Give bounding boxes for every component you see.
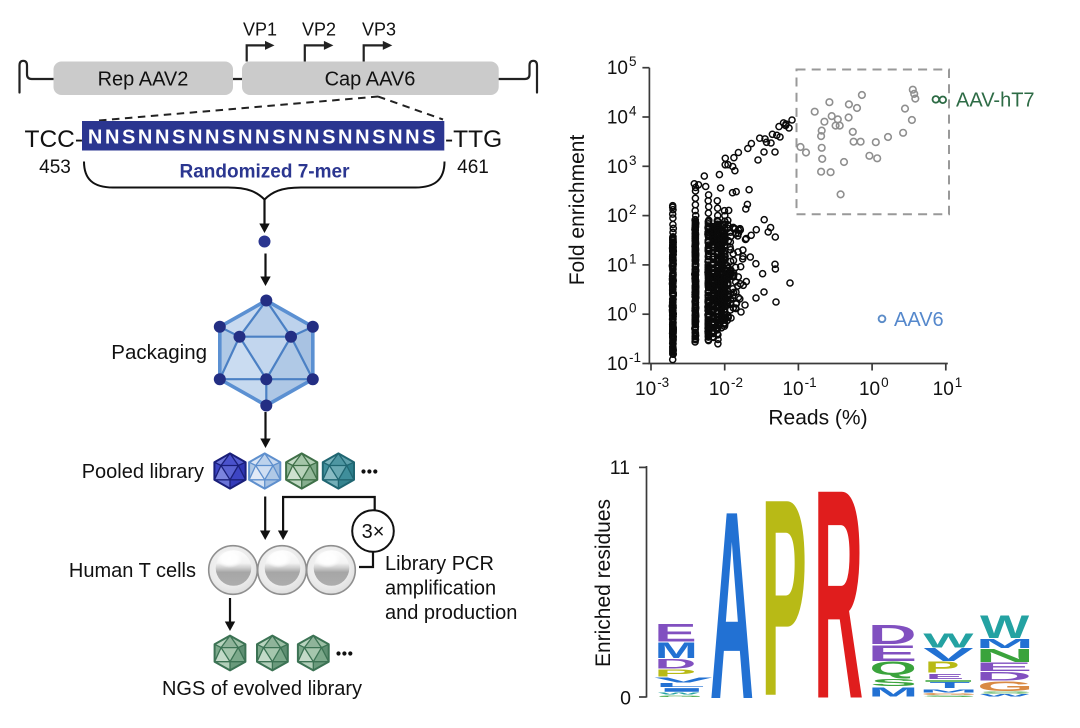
svg-text:Rep AAV2: Rep AAV2 [98,69,189,91]
svg-text:0: 0 [629,301,637,316]
svg-text:1: 1 [955,375,963,390]
svg-text:10: 10 [635,379,656,400]
svg-text:D: D [655,656,697,671]
svg-text:V: V [923,644,974,664]
svg-text:Cap AAV6: Cap AAV6 [325,69,416,91]
svg-text:E: E [654,619,697,647]
svg-text:W: W [658,692,700,695]
svg-text:-TTG: -TTG [445,126,502,153]
svg-text:VP2: VP2 [302,20,336,40]
svg-text:D: D [868,619,917,651]
svg-text:0: 0 [881,375,889,390]
svg-text:3×: 3× [362,521,385,543]
svg-text:453: 453 [39,157,71,178]
svg-text:P: P [925,659,960,677]
svg-text:NGS of evolved library: NGS of evolved library [162,678,362,700]
svg-text:M: M [868,685,918,700]
svg-text:10: 10 [607,354,628,375]
svg-text:T: T [929,681,970,690]
svg-text:M: M [976,636,1034,651]
svg-text:S: S [922,695,977,697]
svg-text:4: 4 [629,104,637,119]
svg-text:Q: Q [870,658,917,678]
svg-text:and production: and production [385,602,517,624]
svg-text:10: 10 [607,255,628,276]
svg-text:W: W [980,694,1029,698]
svg-text:P: P [761,442,807,723]
svg-text:10: 10 [933,379,954,400]
svg-text:0: 0 [620,688,631,710]
svg-text:461: 461 [457,157,489,178]
svg-text:amplification: amplification [385,578,496,600]
svg-text:R: R [814,427,864,723]
svg-text:10: 10 [607,58,628,79]
svg-text:G: G [920,693,978,696]
svg-text:I: I [649,687,715,693]
svg-text:M: M [919,688,978,693]
svg-text:E: E [926,672,965,681]
svg-text:I: I [904,680,992,682]
svg-text:VP3: VP3 [362,20,396,40]
svg-text:Packaging: Packaging [111,341,207,364]
svg-text:2: 2 [629,202,637,217]
svg-text:TCC-: TCC- [25,126,84,153]
svg-text:10: 10 [859,379,880,400]
svg-text:P: P [654,668,696,679]
svg-text:-1: -1 [629,350,641,365]
svg-text:M: M [655,638,698,663]
svg-text:E: E [867,640,917,665]
svg-text:10: 10 [607,157,628,178]
svg-text:10: 10 [782,379,803,400]
svg-text:Library PCR: Library PCR [385,553,494,575]
svg-text:G: G [977,679,1034,694]
svg-text:10: 10 [709,379,730,400]
svg-text:10: 10 [607,108,628,129]
svg-text:5: 5 [629,54,637,69]
svg-text:E: E [975,661,1033,674]
svg-text:V: V [654,676,713,684]
svg-text:-2: -2 [731,375,743,390]
svg-text:AAV-hT7: AAV-hT7 [956,90,1035,112]
svg-text:Human T cells: Human T cells [69,560,196,582]
svg-text:S: S [871,677,917,688]
svg-text:Fold enrichment: Fold enrichment [566,135,589,286]
svg-text:Pooled library: Pooled library [82,461,204,483]
svg-text:G: G [657,695,704,697]
svg-text:-1: -1 [805,375,817,390]
svg-text:NNSNNSNNSNNSNNSNNSNNS: NNSNNSNNSNNSNNSNNSNNS [88,127,438,149]
svg-text:D: D [975,669,1032,682]
svg-text:11: 11 [610,457,630,479]
svg-text:A: A [710,457,754,723]
svg-text:N: N [975,645,1035,666]
svg-text:S: S [978,691,1032,694]
svg-text:W: W [980,610,1029,646]
svg-text:W: W [923,630,973,652]
svg-text:VP1: VP1 [243,20,277,40]
svg-text:L: L [655,682,706,688]
svg-text:Enriched residues: Enriched residues [592,499,615,667]
svg-text:Randomized 7-mer: Randomized 7-mer [180,162,351,183]
svg-text:-3: -3 [657,375,669,390]
svg-text:3: 3 [629,153,637,168]
svg-text:AAV6: AAV6 [894,309,944,331]
svg-text:Reads (%): Reads (%) [768,407,867,430]
svg-text:1: 1 [629,251,637,266]
svg-text:10: 10 [607,206,628,227]
svg-text:10: 10 [607,305,628,326]
